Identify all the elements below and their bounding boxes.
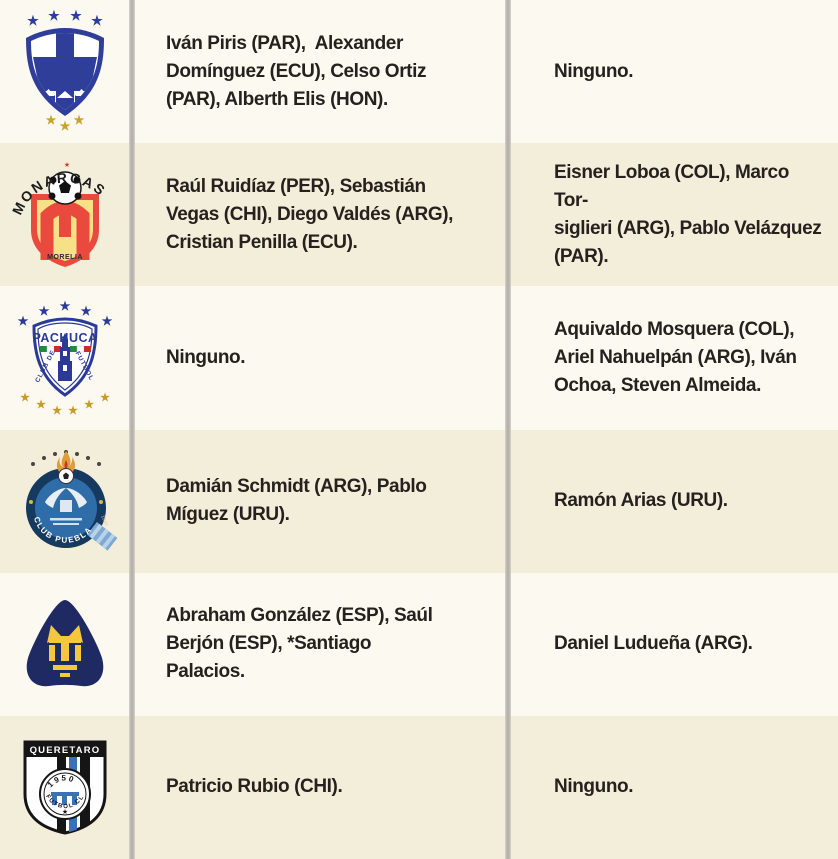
ring-star-left bbox=[28, 500, 33, 505]
column-divider-left bbox=[129, 0, 135, 859]
players-col2-cell: Ramón Arias (URU). bbox=[511, 430, 838, 573]
center-circle-inner-ring bbox=[43, 772, 86, 816]
team-row-pachuca: ★★★★★ PACHUCA CLUB DE FUTBOL bbox=[0, 286, 838, 429]
players-col1-text: Raúl Ruidíaz (PER), Sebastián Vegas (CHI… bbox=[166, 175, 454, 253]
puebla-logo: CLUB PUEBLA 1944 bbox=[25, 450, 117, 551]
flag-band bbox=[39, 345, 91, 353]
svg-text:★: ★ bbox=[101, 314, 112, 328]
column-divider-right bbox=[505, 0, 511, 859]
players-col2-cell: Ninguno. bbox=[511, 716, 838, 859]
svg-text:★: ★ bbox=[52, 405, 62, 417]
team-logo-cell: CLUB PUEBLA 1944 bbox=[0, 430, 129, 573]
svg-text:★: ★ bbox=[59, 119, 70, 133]
svg-text:★: ★ bbox=[59, 299, 70, 313]
ribbon bbox=[86, 522, 117, 551]
aqueduct bbox=[50, 792, 79, 806]
team-logo-cell: ★★★★★ PACHUCA CLUB DE FUTBOL bbox=[0, 286, 129, 429]
soccer-ball bbox=[57, 468, 74, 485]
svg-text:★: ★ bbox=[38, 304, 49, 318]
pumas-logo bbox=[26, 600, 103, 687]
monterrey-logo: ★ ★ ★ ★ ★ ★ ★ bbox=[25, 9, 104, 133]
team-row-pumas: Abraham González (ESP), Saúl Berjón (ESP… bbox=[0, 573, 838, 716]
svg-text:★: ★ bbox=[20, 392, 30, 404]
svg-text:★: ★ bbox=[17, 314, 28, 328]
svg-text:★: ★ bbox=[84, 399, 94, 411]
svg-text:★: ★ bbox=[36, 399, 46, 411]
svg-text:★: ★ bbox=[68, 405, 78, 417]
team-logo-cell bbox=[0, 573, 129, 716]
players-col1-cell: Iván Piris (PAR), Alexander Domínguez (E… bbox=[135, 0, 505, 143]
team-row-monterrey: ★ ★ ★ ★ ★ ★ ★ bbox=[0, 0, 838, 143]
players-col2-cell: Eisner Loboa (COL), Marco Tor- siglieri … bbox=[511, 143, 838, 286]
team-logo-cell: QUERETARO 1950 ★ FUTBOL CLUB bbox=[0, 716, 129, 859]
players-col1-text: Damián Schmidt (ARG), Pablo Míguez (URU)… bbox=[166, 476, 427, 526]
soccer-ball bbox=[47, 171, 82, 205]
star-accent: ★ bbox=[63, 161, 69, 169]
players-col1-cell: Abraham González (ESP), Saúl Berjón (ESP… bbox=[135, 573, 505, 716]
team-row-morelia: MORELIA ★ MONARCAS Raúl Ruidíaz (PER), S… bbox=[0, 143, 838, 287]
svg-text:★: ★ bbox=[27, 13, 39, 28]
players-col2-text: Ninguno. bbox=[554, 776, 634, 798]
star-row-bottom: ★ ★ ★ ★ ★ ★ bbox=[20, 392, 110, 417]
star-accent: ★ bbox=[61, 808, 67, 816]
queretaro-logo: QUERETARO 1950 ★ FUTBOL CLUB bbox=[13, 736, 106, 835]
players-col2-text: Ninguno. bbox=[554, 60, 634, 82]
players-col2-cell: Daniel Ludueña (ARG). bbox=[511, 573, 838, 716]
team-logo-cell: MORELIA ★ MONARCAS bbox=[0, 143, 129, 286]
players-col2-text: Daniel Ludueña (ARG). bbox=[554, 633, 753, 655]
clock-tower bbox=[57, 332, 72, 381]
players-col1-cell: Damián Schmidt (ARG), Pablo Míguez (URU)… bbox=[135, 430, 505, 573]
svg-text:★: ★ bbox=[91, 13, 103, 28]
star-row-top: ★ ★ ★ ★ bbox=[27, 9, 103, 28]
players-col1-cell: Ninguno. bbox=[135, 286, 505, 429]
svg-text:★: ★ bbox=[100, 392, 110, 404]
morelia-logo: MORELIA ★ MONARCAS bbox=[9, 161, 107, 267]
shield-inner-line bbox=[36, 322, 93, 391]
svg-text:★: ★ bbox=[80, 304, 91, 318]
inner-art bbox=[44, 488, 87, 526]
m-monogram bbox=[40, 200, 89, 260]
players-col2-text: Eisner Loboa (COL), Marco Tor- siglieri … bbox=[554, 161, 822, 267]
banner bbox=[24, 742, 105, 758]
team-row-queretaro: QUERETARO 1950 ★ FUTBOL CLUB bbox=[0, 715, 838, 859]
puebla-year-label: 1944 bbox=[99, 514, 109, 527]
players-col1-text: Iván Piris (PAR), Alexander Domínguez (E… bbox=[166, 32, 427, 110]
queretaro-banner-label: QUERETARO bbox=[29, 745, 100, 756]
svg-text:★: ★ bbox=[73, 113, 84, 127]
pachuca-logo: ★★★★★ PACHUCA CLUB DE FUTBOL bbox=[17, 299, 112, 417]
players-col2-cell: Ninguno. bbox=[511, 0, 838, 143]
players-col1-text: Patricio Rubio (CHI). bbox=[166, 776, 343, 798]
team-logo-cell: ★ ★ ★ ★ ★ ★ ★ bbox=[0, 0, 129, 143]
ring-star-right bbox=[98, 500, 103, 505]
star-row-bottom: ★ ★ ★ bbox=[45, 113, 84, 133]
puma-face bbox=[46, 625, 83, 678]
svg-text:★: ★ bbox=[48, 9, 60, 23]
players-col1-cell: Patricio Rubio (CHI). bbox=[135, 716, 505, 859]
team-row-puebla: CLUB PUEBLA 1944 Damián Schmidt (ARG), P… bbox=[0, 429, 838, 573]
players-col2-text: Ramón Arias (URU). bbox=[554, 490, 728, 512]
svg-text:★: ★ bbox=[70, 9, 82, 23]
svg-text:★: ★ bbox=[45, 113, 56, 127]
star-row-top: ★ ★ ★ ★ ★ bbox=[17, 299, 112, 328]
players-col1-text: Ninguno. bbox=[166, 346, 246, 368]
players-col1-text: Abraham González (ESP), Saúl Berjón (ESP… bbox=[166, 605, 433, 683]
players-col1-cell: Raúl Ruidíaz (PER), Sebastián Vegas (CHI… bbox=[135, 143, 505, 286]
morelia-city-label: MORELIA bbox=[47, 254, 83, 261]
players-col2-cell: Aquivaldo Mosquera (COL), Ariel Nahuelpá… bbox=[511, 286, 838, 429]
players-col2-text: Aquivaldo Mosquera (COL), Ariel Nahuelpá… bbox=[554, 318, 797, 396]
dot-arc bbox=[30, 450, 101, 467]
